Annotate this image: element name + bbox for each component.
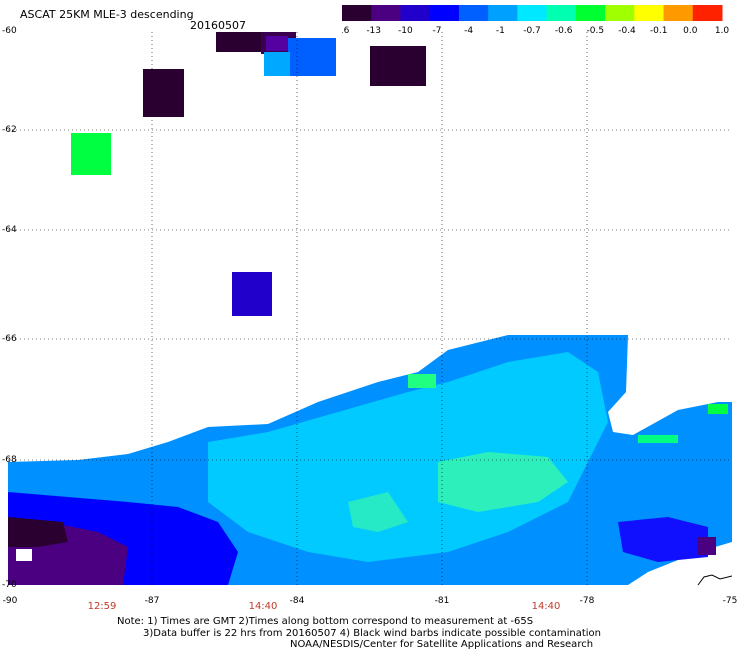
colorbar-label: -0.5 xyxy=(587,26,605,35)
colorbar-cell xyxy=(400,5,431,21)
colorbar-label: -7 xyxy=(433,26,442,35)
lon-label: -75 xyxy=(722,596,738,606)
lat-label: -68 xyxy=(2,455,17,465)
colorbar-cell xyxy=(488,5,518,21)
colorbar-label: -16 xyxy=(342,26,350,35)
lat-label: -70 xyxy=(2,580,17,590)
colorbar-label: -10 xyxy=(398,26,413,35)
data-gap xyxy=(16,549,32,561)
coastline xyxy=(697,574,732,586)
note-line-1: Note: 1) Times are GMT 2)Times along bot… xyxy=(117,616,534,627)
wind-map xyxy=(8,32,732,587)
lon-label: -84 xyxy=(289,596,305,606)
data-cell xyxy=(143,69,184,117)
colorbar-label: -0.6 xyxy=(555,26,573,35)
lon-label: -81 xyxy=(434,596,450,606)
time-label: 14:40 xyxy=(248,601,278,612)
colorbar-cell xyxy=(575,5,606,21)
colorbar-cell xyxy=(546,5,577,21)
map-title: ASCAT 25KM MLE-3 descending xyxy=(20,8,194,21)
data-cell xyxy=(232,272,272,316)
colorbar-label: -1 xyxy=(496,26,505,35)
data-region-blue xyxy=(618,517,708,562)
lon-label: -90 xyxy=(2,596,18,606)
colorbar-label: -0.7 xyxy=(523,26,541,35)
lat-label: -64 xyxy=(2,225,17,235)
data-cell xyxy=(370,46,426,86)
data-cell xyxy=(708,404,728,414)
data-cell xyxy=(288,38,336,76)
lat-label: -60 xyxy=(2,26,17,36)
colorbar-label: -4 xyxy=(464,26,473,35)
lon-label: -87 xyxy=(144,596,160,606)
map-date: 20160507 xyxy=(190,19,246,32)
time-label: 14:40 xyxy=(531,601,561,612)
data-region-green xyxy=(348,492,408,532)
data-cell xyxy=(216,32,261,52)
data-cell xyxy=(71,133,111,175)
data-region-green xyxy=(438,452,568,512)
colorbar-label: 0.0 xyxy=(683,26,698,35)
colorbar-label: 1.0 xyxy=(715,26,730,35)
colorbar-label: -13 xyxy=(366,26,381,35)
data-region-cyan xyxy=(208,352,608,562)
data-cell xyxy=(638,435,678,443)
colorbar-cell xyxy=(458,5,489,21)
time-label: 12:59 xyxy=(87,601,117,612)
colorbar-label: -0.4 xyxy=(618,26,636,35)
data-cell xyxy=(408,374,436,388)
colorbar-cell xyxy=(634,5,665,21)
lat-label: -62 xyxy=(2,125,17,135)
colorbar-cell xyxy=(371,5,401,21)
colorbar-label: -0.1 xyxy=(650,26,668,35)
lat-label: -66 xyxy=(2,334,17,344)
data-region-deep xyxy=(8,517,68,547)
data-cell xyxy=(264,52,290,76)
colorbar-cell xyxy=(605,5,635,21)
colorbar-cell xyxy=(342,5,372,21)
colorbar: -16 -13 -10 -7 -4 -1 -0.7 -0.6 -0.5 -0.4 -0.1 0.0 1.… xyxy=(335,5,732,39)
colorbar-cell xyxy=(692,5,723,21)
colorbar-svg: -16 -13 -10 -7 -4 -1 -0.7 -0.6 -0.5 -0.4 -0.1 0.0 1.… xyxy=(335,5,730,36)
colorbar-cell xyxy=(429,5,460,21)
data-cell xyxy=(266,36,288,51)
note-line-3: NOAA/NESDIS/Center for Satellite Applica… xyxy=(290,639,594,650)
colorbar-cell xyxy=(517,5,548,21)
note-line-2: 3)Data buffer is 22 hrs from 20160507 4)… xyxy=(143,628,601,639)
data-cell xyxy=(698,537,716,555)
colorbar-cell xyxy=(663,5,694,21)
lon-label: -78 xyxy=(579,596,595,606)
